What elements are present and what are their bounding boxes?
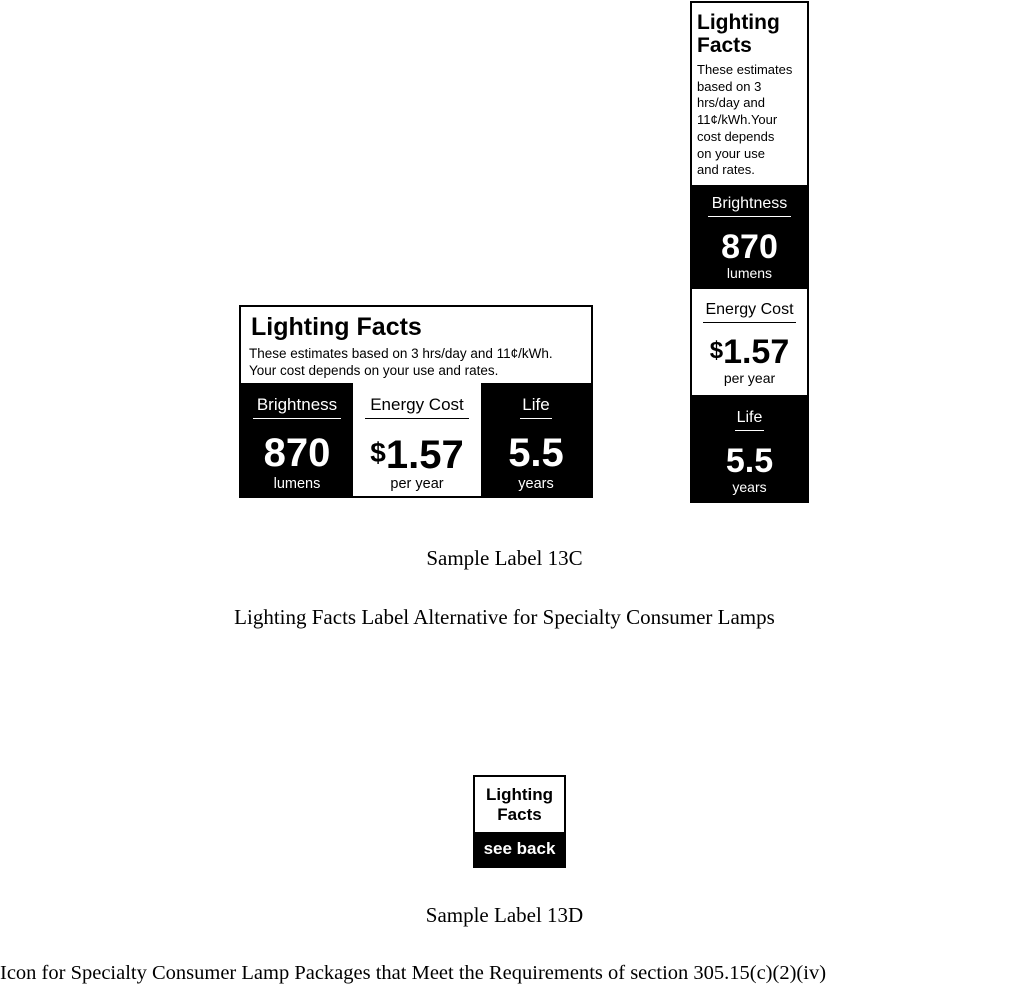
energy-cost-value: $1.57 — [353, 431, 481, 477]
label-metrics-row: Brightness 870 lumens Energy Cost $1.57 … — [241, 383, 591, 496]
vertical-life-value: 5.5 — [725, 442, 774, 480]
brightness-cell: Brightness 870 lumens — [241, 383, 353, 496]
vertical-energy-cost-section: Energy Cost $1.57 per year — [692, 289, 807, 395]
vertical-currency-symbol: $ — [709, 337, 724, 364]
lighting-facts-see-back-icon: Lighting Facts see back — [473, 775, 566, 868]
currency-symbol: $ — [370, 437, 386, 468]
vertical-note-line: on your use — [697, 145, 765, 161]
energy-cost-cell: Energy Cost $1.57 per year — [353, 383, 481, 496]
energy-cost-label: Energy Cost — [370, 395, 464, 414]
estimate-note-line: These estimates based on 3 hrs/day and 1… — [249, 346, 553, 361]
vertical-title-line: Lighting — [697, 11, 780, 34]
vertical-title-line: Facts — [697, 34, 752, 57]
vertical-note-line: hrs/day and — [697, 95, 765, 111]
lighting-facts-horizontal-label: Lighting Facts These estimates based on … — [239, 305, 593, 498]
vertical-brightness-label: Brightness — [711, 195, 788, 212]
brightness-underline — [253, 418, 341, 419]
life-unit: years — [518, 476, 554, 492]
life-cell: Life 5.5 years — [481, 383, 591, 496]
vertical-note-line: 11¢/kWh.Your — [697, 112, 778, 128]
vertical-life-underline — [735, 430, 764, 431]
brightness-label: Brightness — [256, 395, 338, 414]
label-header: Lighting Facts These estimates based on … — [241, 307, 591, 383]
vertical-life-unit: years — [732, 479, 767, 495]
vertical-note-line: based on 3 — [697, 78, 762, 94]
label-estimate-note: These estimates based on 3 hrs/day and 1… — [249, 345, 553, 379]
vertical-brightness-unit: lumens — [726, 265, 773, 281]
life-label: Life — [522, 395, 550, 414]
life-value: 5.5 — [508, 431, 564, 475]
energy-cost-unit: per year — [390, 476, 444, 492]
brightness-unit: lumens — [273, 476, 321, 492]
label-title: Lighting Facts — [251, 313, 422, 341]
vertical-note-line: cost depends — [697, 128, 775, 144]
icon-title: Lighting Facts — [475, 777, 564, 832]
vertical-brightness-section: Brightness 870 lumens — [692, 185, 807, 289]
brightness-value: 870 — [263, 431, 331, 475]
energy-cost-amount: 1.57 — [385, 433, 464, 477]
life-underline — [520, 418, 552, 419]
vertical-energy-cost-underline — [703, 322, 796, 323]
vertical-label-title: Lighting Facts — [697, 11, 780, 57]
lighting-facts-vertical-label: Lighting Facts These estimates based on … — [690, 1, 809, 503]
icon-title-line: Lighting — [485, 785, 554, 804]
vertical-life-section: Life 5.5 years — [692, 395, 807, 501]
vertical-energy-cost-amount: 1.57 — [723, 333, 790, 371]
vertical-brightness-underline — [708, 216, 791, 217]
sample-13d-caption: Sample Label 13D — [425, 903, 584, 927]
vertical-energy-cost-label: Energy Cost — [705, 301, 794, 318]
sample-13c-caption: Sample Label 13C — [426, 546, 583, 570]
vertical-estimate-note: These estimates based on 3 hrs/day and 1… — [697, 62, 807, 179]
icon-title-line: Facts — [497, 805, 542, 824]
sample-13c-description: Lighting Facts Label Alternative for Spe… — [234, 605, 775, 629]
vertical-note-line: and rates. — [697, 162, 755, 178]
vertical-label-header: Lighting Facts These estimates based on … — [692, 3, 807, 185]
vertical-brightness-value: 870 — [721, 228, 778, 266]
vertical-life-label: Life — [736, 409, 763, 426]
vertical-energy-cost-value: $1.57 — [692, 332, 807, 371]
estimate-note-line: Your cost depends on your use and rates. — [249, 363, 499, 378]
sample-13d-description: Icon for Specialty Consumer Lamp Package… — [0, 962, 827, 984]
energy-cost-underline — [365, 418, 469, 419]
icon-see-back-text: see back — [475, 832, 564, 866]
vertical-note-line: These estimates — [697, 62, 793, 77]
vertical-energy-cost-unit: per year — [723, 370, 776, 386]
